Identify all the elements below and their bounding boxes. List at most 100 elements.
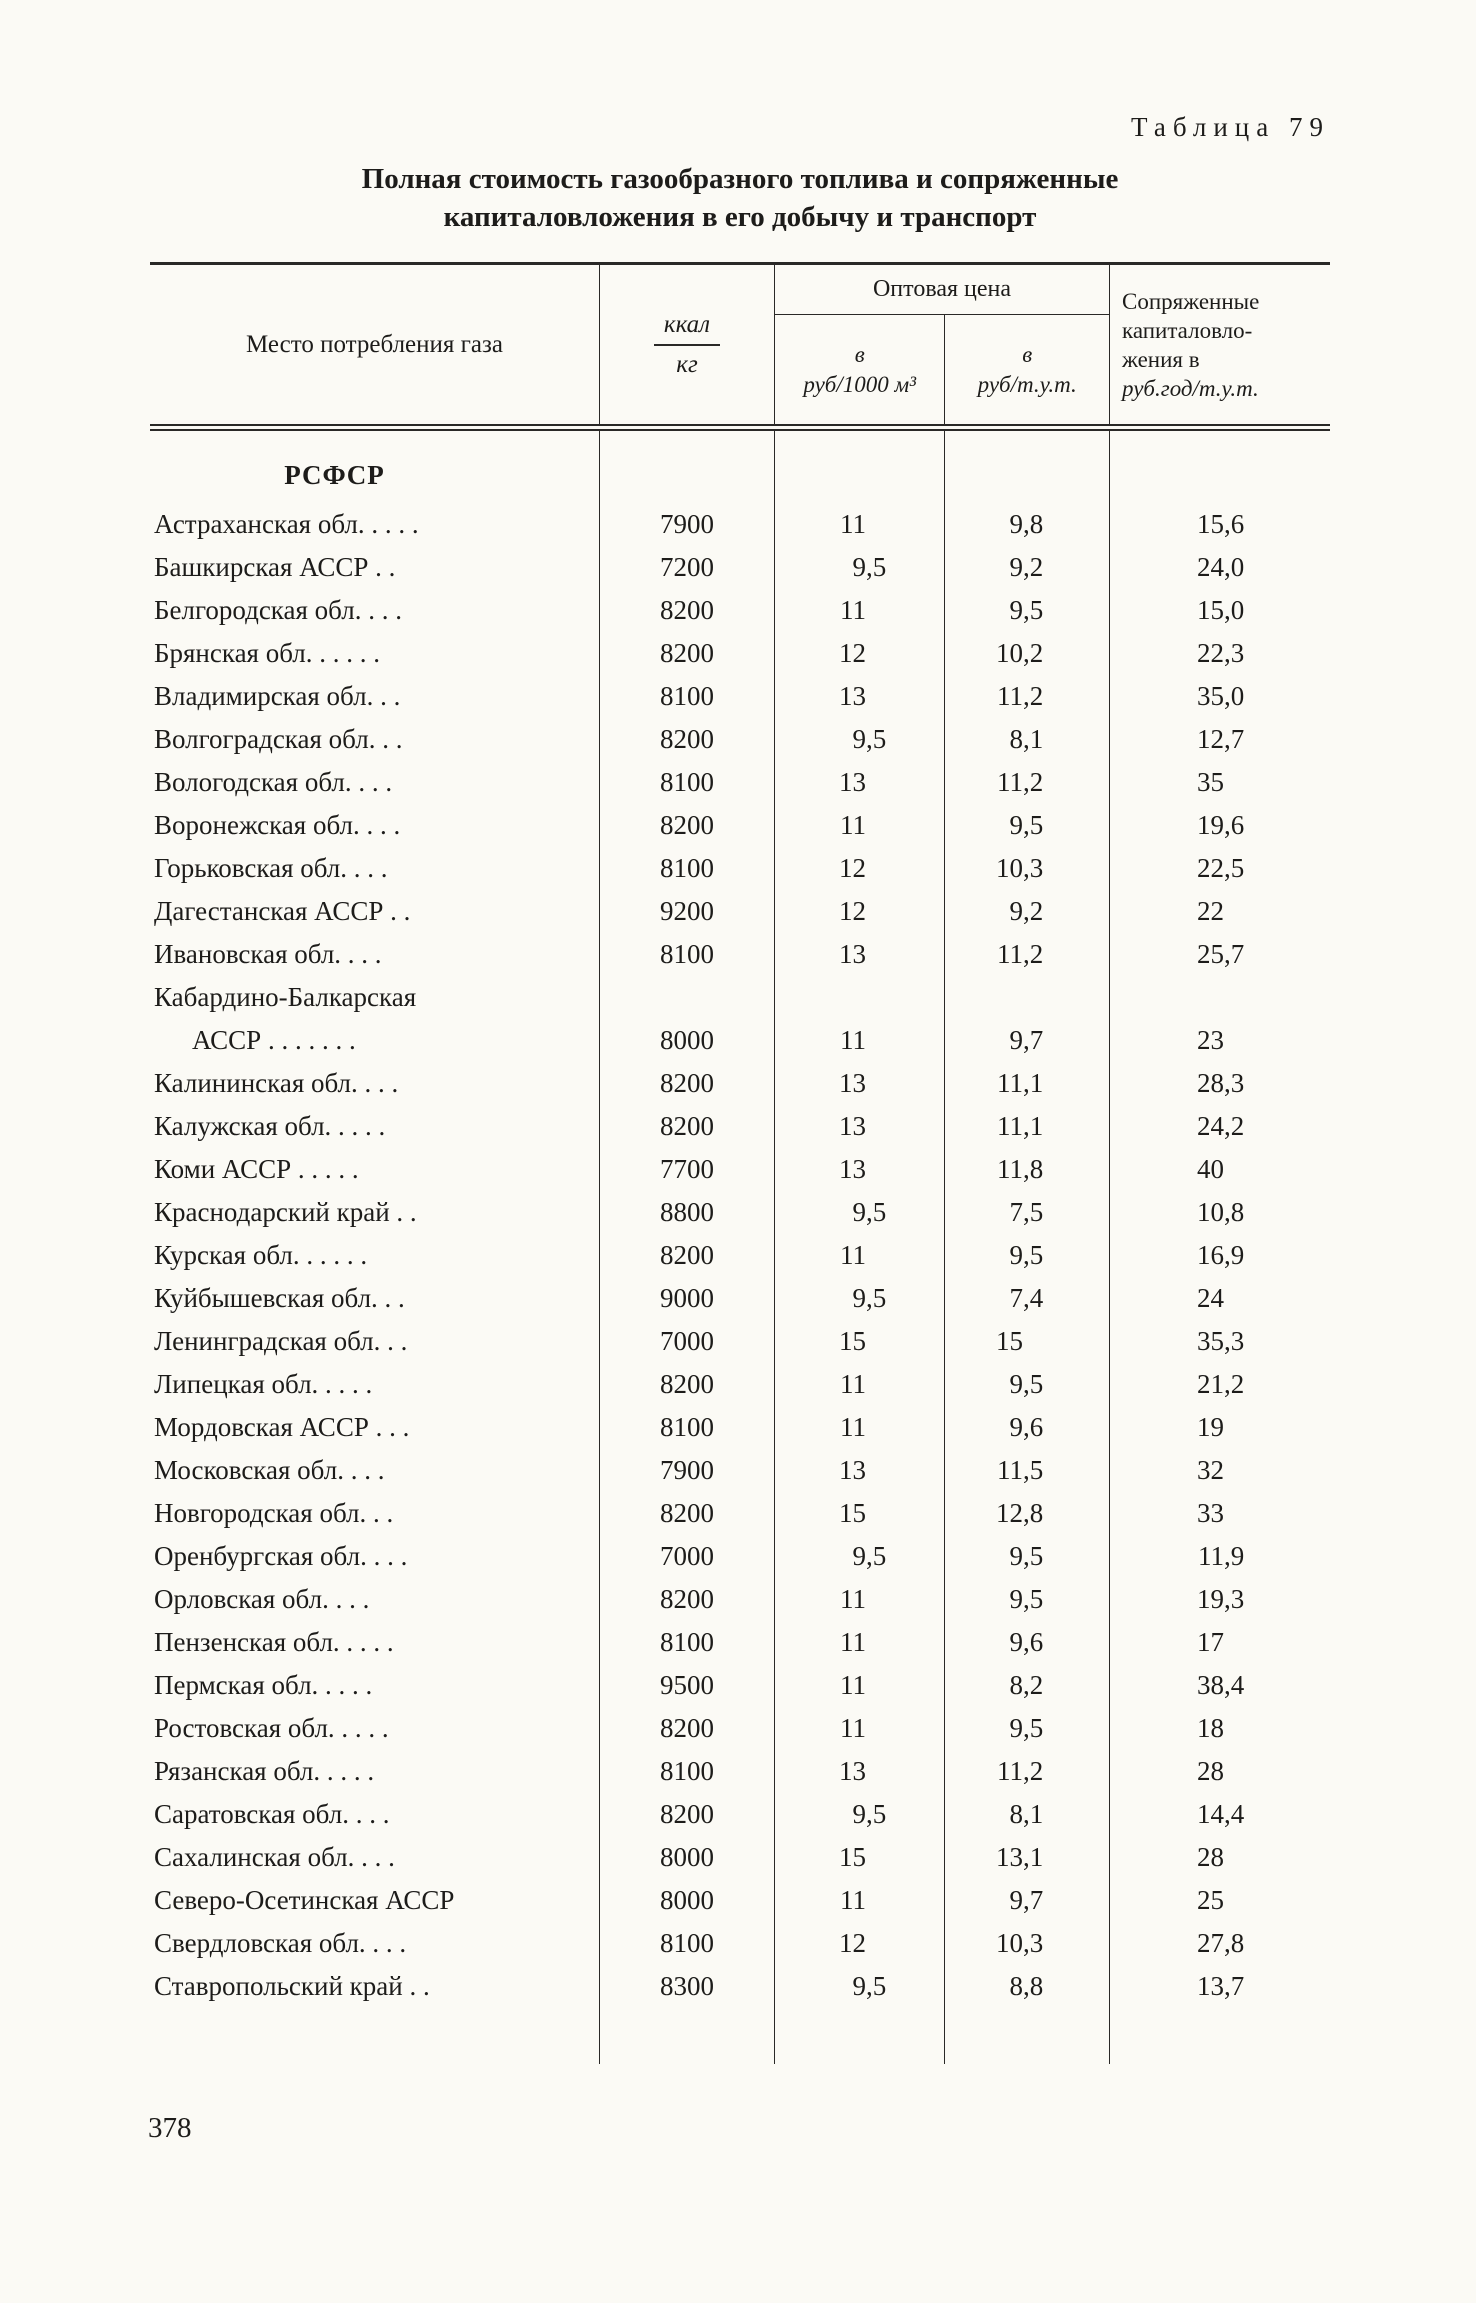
cell-rub_tut: 11,2 (945, 761, 1110, 804)
cell-rub_tut: 8,2 (945, 1664, 1110, 1707)
table-row: Дагестанская АССР . . 9200 12 9,2 22 (150, 890, 1330, 933)
cell-place: Рязанская обл. . . . . (150, 1750, 600, 1793)
cell-rub_1000m3: 9,5 (775, 1191, 945, 1234)
cell-rub_tut: 15 (945, 1320, 1110, 1363)
table-row: Башкирская АССР . . 7200 9,5 9,2 24,0 (150, 546, 1330, 589)
cell-capital: 27,8 (1197, 1928, 1245, 1958)
empty-cell (945, 2008, 1110, 2064)
table-row: Горьковская обл. . . . 8100 12 10,3 22,5 (150, 847, 1330, 890)
table-row: Ленинградская обл. . . 7000 15 15 35,3 (150, 1320, 1330, 1363)
cell-capital: 14,4 (1197, 1799, 1245, 1829)
kcal-denominator: кг (653, 343, 721, 379)
cell-place: Свердловская обл. . . . (150, 1922, 600, 1965)
cell-capital: 24 (1197, 1283, 1224, 1313)
table-row: Рязанская обл. . . . . 8100 13 11,2 28 (150, 1750, 1330, 1793)
cell-kcal: 8200 (600, 1492, 775, 1535)
table-row: Орловская обл. . . . 8200 11 9,5 19,3 (150, 1578, 1330, 1621)
table-row: Ростовская обл. . . . . 8200 11 9,5 18 (150, 1707, 1330, 1750)
cell-place: Коми АССР . . . . . (150, 1148, 600, 1191)
cell-rub_1000m3: 11 (775, 1363, 945, 1406)
cell-place: Брянская обл. . . . . . (150, 632, 600, 675)
table-row: Ивановская обл. . . . 8100 13 11,2 25,7 (150, 933, 1330, 976)
table-row: Волгоградская обл. . . 8200 9,5 8,1 12,7 (150, 718, 1330, 761)
cell-rub_1000m3: 9,5 (775, 1793, 945, 1836)
cell-rub_tut: 11,2 (945, 933, 1110, 976)
section-title: РСФСР (150, 431, 600, 503)
header-price-rub-per-1000m3: в руб/1000 м³ (775, 315, 944, 424)
cell-capital: 28 (1197, 1842, 1224, 1872)
table-row: АССР . . . . . . . 8000 11 9,7 23 (150, 1019, 1330, 1062)
cell-kcal: 9000 (600, 1277, 775, 1320)
cell-place: Курская обл. . . . . . (150, 1234, 600, 1277)
cell-place: Владимирская обл. . . (150, 675, 600, 718)
cell-capital: 19 (1197, 1412, 1224, 1442)
cell-kcal: 8100 (600, 761, 775, 804)
table-row: Брянская обл. . . . . . 8200 12 10,2 22,3 (150, 632, 1330, 675)
cell-rub_1000m3: 13 (775, 933, 945, 976)
table-row: Сахалинская обл. . . . 8000 15 13,1 28 (150, 1836, 1330, 1879)
header-capital-investments: Сопряженные капиталовло- жения в руб.год… (1110, 265, 1330, 424)
cell-capital: 35 (1197, 767, 1224, 797)
title-line-1: Полная стоимость газообразного топлива и… (361, 163, 1119, 195)
table-row: Коми АССР . . . . . 7700 13 11,8 40 (150, 1148, 1330, 1191)
header-wholesale-price-group: Оптовая цена в руб/1000 м³ в руб/т.у.т. (775, 265, 1110, 424)
cell-place: Оренбургская обл. . . . (150, 1535, 600, 1578)
cell-rub_tut: 9,5 (945, 1363, 1110, 1406)
cell-kcal: 8100 (600, 933, 775, 976)
cell-kcal: 8200 (600, 1062, 775, 1105)
cell-rub_1000m3: 13 (775, 675, 945, 718)
cell-place: Сахалинская обл. . . . (150, 1836, 600, 1879)
cell-capital: 28,3 (1197, 1068, 1245, 1098)
cell-rub_1000m3: 15 (775, 1836, 945, 1879)
cell-rub_1000m3: 12 (775, 847, 945, 890)
cell-rub_tut: 9,5 (945, 1234, 1110, 1277)
cell-rub_tut: 11,2 (945, 1750, 1110, 1793)
cell-place: Волгоградская обл. . . (150, 718, 600, 761)
cell-rub_tut: 9,6 (945, 1406, 1110, 1449)
cell-kcal: 8100 (600, 847, 775, 890)
cell-rub_tut: 8,1 (945, 1793, 1110, 1836)
empty-cell (775, 2008, 945, 2064)
cell-capital: 38,4 (1197, 1670, 1245, 1700)
cell-kcal: 9500 (600, 1664, 775, 1707)
cell-kcal: 8200 (600, 1793, 775, 1836)
table-row: Оренбургская обл. . . . 7000 9,5 9,5 11,9 (150, 1535, 1330, 1578)
cell-rub_tut: 11,2 (945, 675, 1110, 718)
cell-place: Орловская обл. . . . (150, 1578, 600, 1621)
cell-kcal: 7900 (600, 1449, 775, 1492)
cell-rub_1000m3: 11 (775, 1406, 945, 1449)
table-row: Кабардино-Балкарская (150, 976, 1330, 1019)
cell-rub_tut: 11,1 (945, 1105, 1110, 1148)
price-tut-prefix: в (1022, 341, 1033, 367)
capital-header-line: капиталовло- (1122, 317, 1253, 343)
cell-rub_1000m3: 11 (775, 804, 945, 847)
cell-place: Ставропольский край . . (150, 1965, 600, 2008)
cell-capital: 22,5 (1197, 853, 1245, 883)
data-table: Место потребления газа ккал кг Оптовая ц… (150, 262, 1330, 2064)
cell-rub_tut: 9,8 (945, 503, 1110, 546)
cell-kcal (600, 976, 775, 1019)
empty-cell (150, 2008, 600, 2064)
cell-kcal: 8200 (600, 589, 775, 632)
cell-rub_tut: 11,8 (945, 1148, 1110, 1191)
capital-header-line: Сопряженные (1122, 288, 1260, 314)
table-row: Калининская обл. . . . 8200 13 11,1 28,3 (150, 1062, 1330, 1105)
empty-cell (600, 431, 775, 503)
cell-kcal: 7200 (600, 546, 775, 589)
cell-capital: 23 (1197, 1025, 1224, 1055)
table-row: Саратовская обл. . . . 8200 9,5 8,1 14,4 (150, 1793, 1330, 1836)
cell-place: Липецкая обл. . . . . (150, 1363, 600, 1406)
cell-rub_1000m3: 13 (775, 1148, 945, 1191)
cell-rub_1000m3: 12 (775, 632, 945, 675)
cell-rub_1000m3: 15 (775, 1492, 945, 1535)
cell-rub_tut: 10,2 (945, 632, 1110, 675)
cell-rub_tut: 11,1 (945, 1062, 1110, 1105)
cell-capital: 22,3 (1197, 638, 1245, 668)
cell-place: Астраханская обл. . . . . (150, 503, 600, 546)
cell-rub_1000m3: 11 (775, 1578, 945, 1621)
table-row: Куйбышевская обл. . . 9000 9,5 7,4 24 (150, 1277, 1330, 1320)
cell-capital: 25,7 (1197, 939, 1245, 969)
cell-rub_tut: 9,5 (945, 589, 1110, 632)
cell-rub_tut: 9,2 (945, 546, 1110, 589)
cell-kcal: 8200 (600, 1363, 775, 1406)
